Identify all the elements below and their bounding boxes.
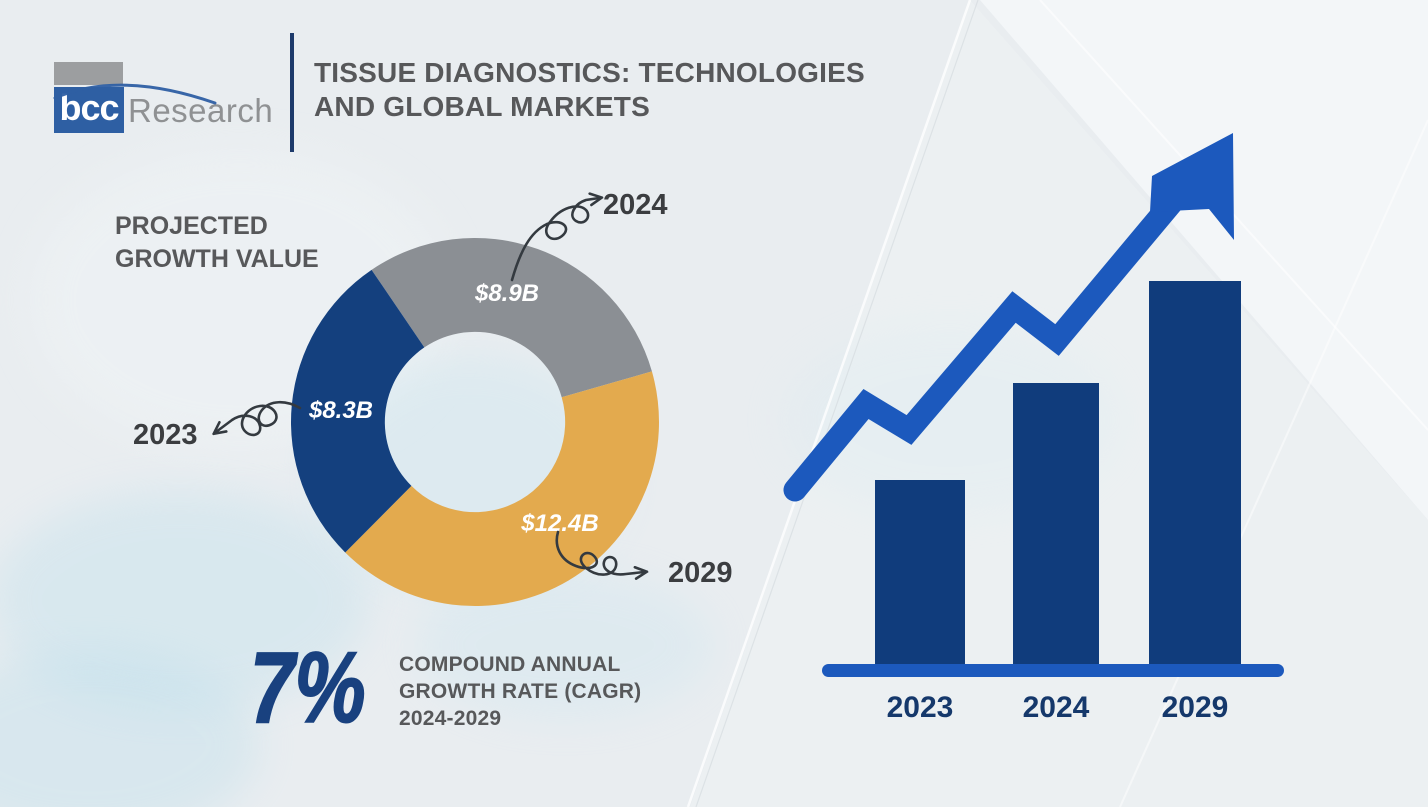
donut-year-label-2029: 2029	[668, 557, 733, 589]
fold-line	[1039, 0, 1428, 431]
doodle-arrow-2024-icon	[510, 192, 620, 282]
donut-segment-2024	[371, 238, 652, 398]
bar-2023	[875, 480, 965, 670]
fold-line	[1119, 119, 1428, 807]
page-title-line2: AND GLOBAL MARKETS	[314, 91, 650, 122]
cagr-line1: COMPOUND ANNUAL	[399, 653, 621, 676]
cagr-value: 7%	[249, 632, 366, 744]
donut-value-2023: $8.3B	[308, 397, 374, 424]
background-facet	[980, 0, 1428, 520]
donut-value-2024: $8.9B	[474, 280, 540, 307]
donut-year-label-2023: 2023	[133, 419, 198, 451]
bar-axis-label-2023: 2023	[886, 691, 954, 724]
fold-line	[686, 0, 972, 807]
trend-arrow-icon	[783, 133, 1234, 502]
donut-heading-line2: GROWTH VALUE	[115, 245, 319, 273]
bar-chart-baseline	[822, 664, 1284, 677]
fold-line	[695, 0, 979, 807]
cagr-line2: GROWTH RATE (CAGR)	[399, 680, 642, 703]
logo-swoosh-icon	[53, 83, 217, 105]
logo-bcc-text: bcc	[59, 87, 119, 128]
doodle-arrow-2023-icon	[200, 400, 302, 437]
donut-heading-line1: PROJECTED	[115, 212, 268, 240]
donut-segment-2029	[345, 371, 659, 606]
donut-value-2029: $12.4B	[521, 510, 599, 537]
bar-axis-label-2024: 2024	[1022, 691, 1090, 724]
page-title-line1: TISSUE DIAGNOSTICS: TECHNOLOGIES	[314, 57, 865, 88]
header-divider	[290, 33, 294, 152]
watercolor-blob	[0, 650, 260, 807]
watercolor-blob	[415, 570, 715, 720]
bar-axis-label-2029: 2029	[1161, 691, 1229, 724]
donut-heading: PROJECTED GROWTH VALUE	[115, 210, 319, 276]
cagr-text: COMPOUND ANNUAL GROWTH RATE (CAGR) 2024-…	[399, 651, 641, 732]
bar-2029	[1149, 281, 1241, 670]
donut-chart	[291, 238, 659, 606]
cagr-line3: 2024-2029	[399, 707, 502, 730]
logo-gray-block	[54, 62, 123, 85]
donut-year-label-2024: 2024	[603, 189, 668, 221]
bar-2024	[1013, 383, 1099, 670]
page-title: TISSUE DIAGNOSTICS: TECHNOLOGIES AND GLO…	[314, 56, 914, 124]
donut-segment-2023	[291, 269, 425, 553]
doodle-arrow-2029-icon	[555, 530, 665, 584]
